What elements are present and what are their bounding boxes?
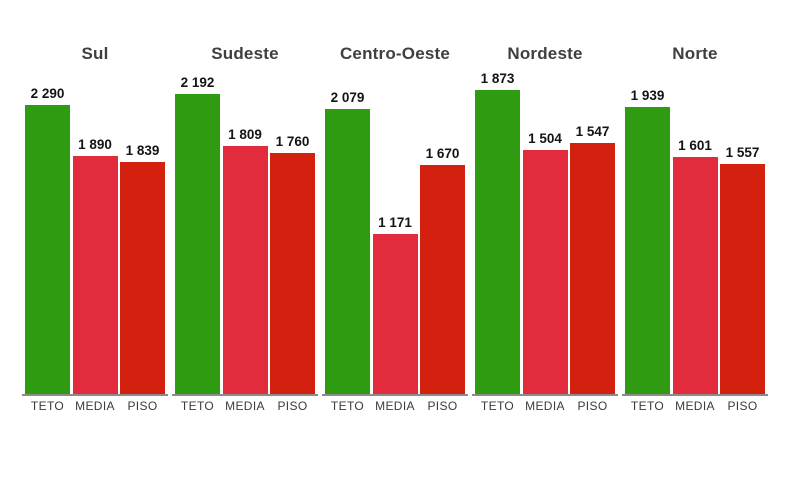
category-label-sul-piso: PISO [127, 399, 158, 413]
category-label-sul-teto: TETO [30, 399, 65, 413]
group-title-sul: Sul [81, 44, 109, 63]
bar-sul-piso [120, 162, 165, 394]
bar-centro-oeste-teto [325, 109, 370, 394]
category-label-nordeste-teto: TETO [480, 399, 515, 413]
bar-sul-teto [25, 105, 70, 394]
bar-sudeste-piso [270, 152, 315, 394]
value-label-sul-media: 1 890 [78, 136, 112, 152]
group-baseline [622, 394, 768, 396]
value-label-sul-piso: 1 839 [125, 143, 160, 159]
value-label-norte-piso: 1 557 [725, 144, 760, 160]
value-label-nordeste-media: 1 504 [528, 130, 562, 146]
value-label-norte-media: 1 601 [678, 138, 712, 154]
bar-nordeste-media [522, 149, 568, 394]
bar-sudeste-teto [175, 93, 220, 394]
value-label-nordeste-piso: 1 547 [575, 123, 610, 139]
category-label-centro-oeste-teto: TETO [330, 399, 365, 413]
value-label-centro-oeste-piso: 1 670 [425, 146, 460, 162]
value-label-norte-teto: 1 939 [630, 88, 665, 104]
category-label-centro-oeste-piso: PISO [427, 399, 458, 413]
group-title-norte: Norte [672, 44, 718, 63]
category-label-sudeste-piso: PISO [277, 399, 308, 413]
chart-group-centro-oeste: Centro-Oeste 2 079 TETO 1 171 MEDIA 1 670 PISO [322, 0, 468, 479]
bar-norte-teto [625, 107, 670, 394]
category-label-sudeste-teto: TETO [180, 399, 215, 413]
chart-group-norte: Norte 1 939 TETO 1 601 MEDIA 1 557 PISO [622, 0, 768, 479]
value-label-centro-oeste-media: 1 171 [378, 214, 412, 230]
group-baseline [172, 394, 318, 396]
chart-group-sudeste: Sudeste 2 192 TETO 1 809 MEDIA 1 760 PISO [172, 0, 318, 479]
group-title-sudeste: Sudeste [211, 44, 279, 63]
value-label-sudeste-media: 1 809 [228, 127, 262, 143]
value-label-sul-teto: 2 290 [30, 86, 65, 102]
group-baseline [22, 394, 168, 396]
bar-norte-media [672, 157, 718, 394]
chart-group-sul: Sul 2 290 TETO 1 890 MEDIA 1 839 PISO [22, 0, 168, 479]
bar-nordeste-piso [570, 142, 615, 394]
category-label-nordeste-media: MEDIA [525, 399, 565, 413]
category-label-nordeste-piso: PISO [577, 399, 608, 413]
bar-centro-oeste-piso [420, 165, 465, 394]
category-label-norte-piso: PISO [727, 399, 758, 413]
group-title-centro-oeste: Centro-Oeste [339, 44, 451, 63]
category-label-norte-teto: TETO [630, 399, 665, 413]
chart-group-nordeste: Nordeste 1 873 TETO 1 504 MEDIA 1 547 PISO [472, 0, 618, 479]
category-label-centro-oeste-media: MEDIA [375, 399, 415, 413]
bar-nordeste-teto [475, 89, 520, 394]
category-label-sul-media: MEDIA [75, 399, 115, 413]
bar-centro-oeste-media [372, 233, 418, 394]
bar-norte-piso [720, 163, 765, 394]
bar-sudeste-media [222, 146, 268, 394]
group-baseline [322, 394, 468, 396]
value-label-nordeste-teto: 1 873 [480, 70, 515, 86]
value-label-sudeste-piso: 1 760 [275, 133, 310, 149]
group-baseline [472, 394, 618, 396]
bar-sul-media [72, 155, 118, 394]
group-title-nordeste: Nordeste [507, 44, 583, 63]
category-label-norte-media: MEDIA [675, 399, 715, 413]
category-label-sudeste-media: MEDIA [225, 399, 265, 413]
value-label-centro-oeste-teto: 2 079 [330, 90, 365, 106]
value-label-sudeste-teto: 2 192 [180, 74, 215, 90]
